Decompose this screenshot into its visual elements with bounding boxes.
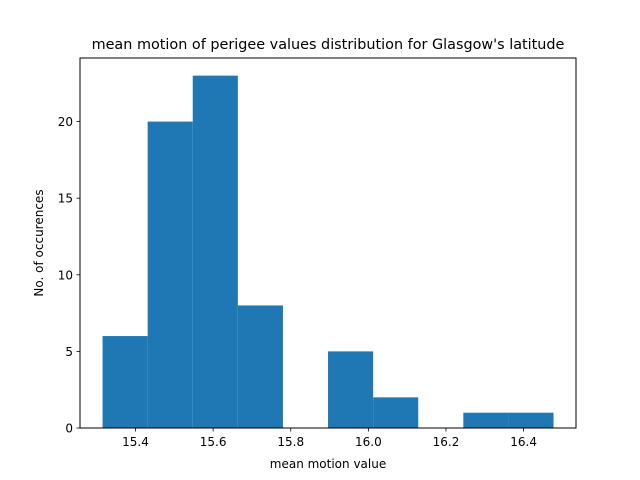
histogram-bars: [102, 75, 554, 428]
histogram-bar: [147, 121, 193, 428]
chart-title: mean motion of perigee values distributi…: [92, 37, 565, 53]
x-axis-ticks: 15.4 15.6 15.8 16.0 16.2 16.4: [122, 428, 537, 449]
y-tick-label: 20: [58, 115, 73, 129]
x-axis-label: mean motion value: [270, 457, 386, 471]
histogram-bar: [102, 336, 148, 428]
y-axis-ticks: 0 5 10 15 20: [58, 115, 80, 436]
y-tick-label: 15: [58, 192, 73, 206]
y-tick-label: 0: [65, 422, 73, 436]
x-tick-label: 16.4: [510, 435, 537, 449]
x-tick-label: 15.4: [122, 435, 149, 449]
y-axis-label: No. of occurences: [32, 189, 46, 296]
x-tick-label: 15.8: [277, 435, 304, 449]
y-tick-label: 10: [58, 268, 73, 282]
histogram-bar: [373, 397, 419, 428]
histogram-bar: [328, 351, 374, 428]
y-tick-label: 5: [65, 345, 73, 359]
histogram-bar: [463, 412, 509, 428]
x-tick-label: 16.2: [433, 435, 460, 449]
x-tick-label: 16.0: [355, 435, 382, 449]
histogram-bar: [192, 75, 238, 428]
plot-frame: [79, 57, 577, 429]
histogram-bar: [237, 305, 283, 428]
histogram-bar: [508, 412, 554, 428]
x-tick-label: 15.6: [200, 435, 227, 449]
